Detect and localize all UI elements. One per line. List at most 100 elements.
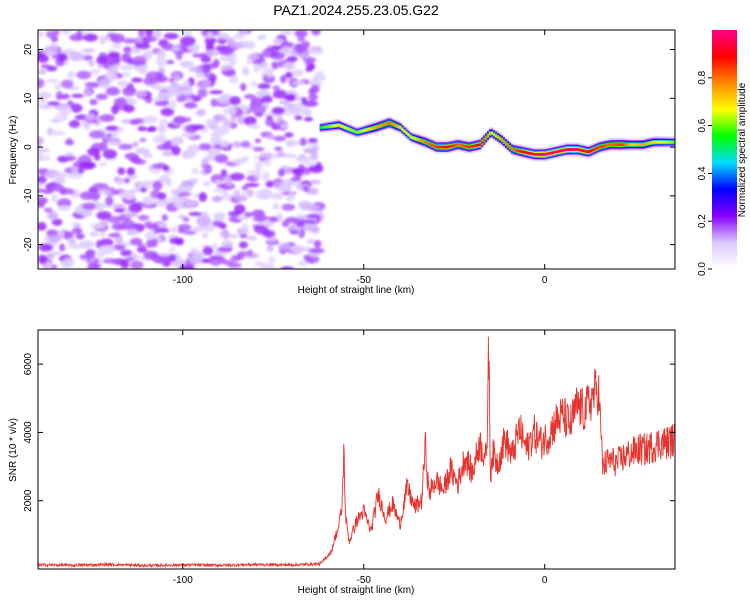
noise-blob <box>221 259 234 266</box>
noise-blob <box>139 137 147 143</box>
noise-blob <box>299 156 311 164</box>
track-cell <box>377 125 380 128</box>
noise-blob <box>219 140 230 148</box>
track-cell <box>435 145 438 149</box>
noise-blob <box>153 96 168 102</box>
colorbar: 0.0 0.2 0.4 0.6 0.8 Normalized spectral ampl… <box>697 30 748 276</box>
track-cell <box>546 152 549 156</box>
noise-blob <box>232 140 241 149</box>
noise-blob <box>168 78 175 83</box>
noise-blob <box>309 164 324 174</box>
noise-blob <box>38 182 44 189</box>
track-cell <box>510 147 514 151</box>
noise-blob <box>189 95 202 102</box>
noise-blob <box>153 30 162 39</box>
noise-blob <box>38 254 48 263</box>
track-cell <box>375 125 378 129</box>
track-cell <box>558 149 561 153</box>
track-cell <box>518 149 521 153</box>
noise-blob <box>266 69 273 78</box>
noise-blob <box>72 222 81 228</box>
track-cell <box>379 124 382 128</box>
noise-blob <box>129 237 143 246</box>
noise-blob <box>179 60 195 68</box>
track-cell <box>478 143 482 146</box>
noise-blob <box>272 89 289 99</box>
noise-blob <box>141 35 158 43</box>
track-cell <box>628 143 631 146</box>
noise-blob <box>161 42 175 51</box>
noise-blob <box>50 130 66 136</box>
track-cell <box>399 126 402 129</box>
track-cell <box>670 140 673 144</box>
track-cell <box>461 144 464 147</box>
track-cell <box>540 152 543 156</box>
colorbar-ticks: 0.0 0.2 0.4 0.6 0.8 <box>697 70 712 276</box>
track-cell <box>564 148 567 152</box>
track-cell <box>592 148 595 152</box>
noise-blob <box>266 134 275 140</box>
noise-blob <box>201 232 209 239</box>
noise-blob <box>75 233 85 240</box>
noise-blob <box>271 61 279 70</box>
noise-blob <box>305 66 313 72</box>
track-cell <box>550 151 553 155</box>
track-cell <box>580 148 583 152</box>
noise-blob <box>241 30 249 34</box>
noise-blob <box>307 137 318 144</box>
track-cell <box>544 152 547 156</box>
noise-blob <box>171 145 181 156</box>
noise-blob <box>227 234 239 239</box>
noise-blob <box>306 213 321 219</box>
noise-blob <box>278 100 291 105</box>
track-cell <box>480 141 484 144</box>
track-cell <box>572 148 575 151</box>
spectrogram-y-tick-label: 20 <box>23 44 34 56</box>
noise-blob <box>211 30 221 36</box>
track-cell <box>449 145 452 148</box>
noise-blob <box>296 221 305 228</box>
noise-blob <box>264 158 272 167</box>
noise-blob <box>280 75 287 84</box>
noise-blob <box>253 63 261 73</box>
track-cell <box>614 143 617 146</box>
noise-blob <box>315 210 324 215</box>
track-cell <box>465 145 468 148</box>
noise-blob <box>212 220 224 227</box>
track-cell <box>353 130 356 133</box>
noise-blob <box>279 30 293 36</box>
noise-blob <box>162 164 170 172</box>
track-cell <box>345 127 348 130</box>
noise-blob <box>170 188 182 195</box>
noise-blob <box>211 243 218 250</box>
noise-blob <box>290 244 305 254</box>
noise-blob <box>218 47 234 56</box>
track-cell <box>459 143 462 147</box>
noise-blob <box>198 192 208 202</box>
noise-blob <box>105 133 113 138</box>
noise-blob <box>200 56 212 63</box>
track-cell <box>319 126 322 129</box>
track-cell <box>455 143 458 147</box>
noise-blob <box>108 233 121 238</box>
track-cell <box>321 126 324 129</box>
noise-blob <box>285 89 297 95</box>
noise-blob <box>221 93 230 99</box>
noise-blob <box>265 180 274 188</box>
noise-blob <box>108 51 121 58</box>
noise-blob <box>188 66 203 72</box>
noise-blob <box>84 250 95 260</box>
noise-blob <box>223 69 237 77</box>
noise-blob <box>144 231 157 240</box>
track-cell <box>594 147 597 151</box>
noise-blob <box>261 171 270 182</box>
track-cell <box>451 144 454 148</box>
noise-blob <box>301 51 310 60</box>
noise-blob <box>314 70 325 79</box>
noise-blob <box>95 202 104 212</box>
noise-blob <box>154 75 168 83</box>
track-cell <box>530 152 533 156</box>
noise-blob <box>54 84 62 90</box>
noise-blob <box>38 197 49 205</box>
noise-blob <box>159 91 171 97</box>
